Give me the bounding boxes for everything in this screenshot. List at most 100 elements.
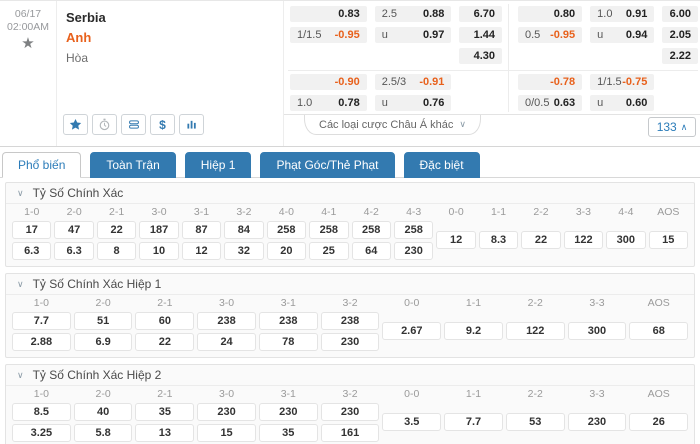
- section-header[interactable]: ∨ Tỷ Số Chính Xác Hiệp 2: [6, 365, 694, 386]
- odds-cell[interactable]: 0.5 -0.95: [518, 27, 583, 43]
- score-odds-cell[interactable]: 20: [266, 242, 307, 260]
- score-odds-cell[interactable]: 258: [393, 221, 434, 239]
- odds-cell[interactable]: 1.0 0.78: [290, 95, 367, 111]
- score-odds-cell[interactable]: 258: [309, 221, 349, 239]
- score-odds-cell[interactable]: 2.67: [382, 322, 442, 340]
- section-header[interactable]: ∨ Tỷ Số Chính Xác Hiệp 1: [6, 274, 694, 295]
- score-odds-cell[interactable]: 161: [320, 424, 380, 442]
- stats-button[interactable]: [179, 114, 204, 135]
- score-odds-cell[interactable]: 230: [567, 413, 627, 431]
- score-odds-cell[interactable]: 13: [135, 424, 195, 442]
- other-asian-bets-dropdown[interactable]: Các loại cược Châu Á khác ∨: [304, 115, 482, 135]
- score-odds-cell[interactable]: 230: [197, 403, 256, 421]
- odds-cell[interactable]: 1/1.5 -0.95: [290, 27, 367, 43]
- score-odds-cell[interactable]: 2.88: [12, 333, 71, 351]
- score-odds-cell[interactable]: 68: [629, 322, 689, 340]
- score-odds-cell[interactable]: 6.9: [73, 333, 133, 351]
- score-odds-cell[interactable]: 22: [521, 231, 561, 249]
- money-button[interactable]: $: [150, 114, 175, 135]
- odds-cell[interactable]: -0.78: [518, 74, 583, 90]
- score-odds-cell[interactable]: 25: [309, 242, 349, 260]
- score-odds-cell[interactable]: 10: [139, 242, 179, 260]
- score-odds-cell[interactable]: 6.3: [54, 242, 94, 260]
- score-odds-cell[interactable]: 122: [505, 322, 565, 340]
- score-odds-cell[interactable]: 84: [224, 221, 264, 239]
- score-odds-cell[interactable]: 230: [258, 403, 318, 421]
- home-team-name[interactable]: Serbia: [66, 10, 106, 25]
- score-odds-cell[interactable]: 9.2: [444, 322, 503, 340]
- odds-cell[interactable]: u 0.97: [374, 27, 452, 43]
- score-odds-cell[interactable]: 187: [139, 221, 179, 239]
- score-odds-cell[interactable]: 5.8: [73, 424, 133, 442]
- score-odds-cell[interactable]: 7.7: [12, 312, 71, 330]
- tab-hiep-1[interactable]: Hiệp 1: [184, 152, 252, 178]
- score-odds-cell[interactable]: 230: [320, 403, 380, 421]
- odds-cell[interactable]: 2.22: [662, 48, 698, 64]
- favorite-button[interactable]: [63, 114, 88, 135]
- score-odds-cell[interactable]: 53: [505, 413, 565, 431]
- score-odds-cell[interactable]: 32: [224, 242, 264, 260]
- score-odds-cell[interactable]: 3.5: [382, 413, 442, 431]
- odds-cell[interactable]: 2.5/3 -0.91: [374, 74, 452, 90]
- odds-cell[interactable]: 6.00: [662, 6, 698, 22]
- favorite-star-icon[interactable]: ★: [21, 35, 35, 52]
- score-odds-cell[interactable]: 24: [197, 333, 256, 351]
- score-odds-cell[interactable]: 258: [351, 221, 391, 239]
- odds-cell[interactable]: 0/0.5 0.63: [518, 95, 583, 111]
- timer-button[interactable]: [92, 114, 117, 135]
- score-odds-cell[interactable]: 35: [135, 403, 195, 421]
- odds-cell[interactable]: 1/1.5 -0.75: [590, 74, 655, 90]
- score-odds-cell[interactable]: 258: [266, 221, 307, 239]
- odds-cell[interactable]: 6.70: [459, 6, 503, 22]
- score-odds-cell[interactable]: 60: [135, 312, 195, 330]
- odds-cell[interactable]: 4.30: [459, 48, 503, 64]
- more-bets-toggle[interactable]: 133 ∧: [648, 117, 696, 137]
- score-odds-cell[interactable]: 15: [197, 424, 256, 442]
- score-odds-cell[interactable]: 238: [320, 312, 380, 330]
- odds-cell[interactable]: 2.05: [662, 27, 698, 43]
- score-odds-cell[interactable]: 300: [567, 322, 627, 340]
- score-odds-cell[interactable]: 7.7: [444, 413, 503, 431]
- score-odds-cell[interactable]: 35: [258, 424, 318, 442]
- odds-cell[interactable]: -0.90: [290, 74, 367, 90]
- tab-toan-tran[interactable]: Toàn Trận: [90, 152, 176, 178]
- score-odds-cell[interactable]: 26: [629, 413, 689, 431]
- score-odds-cell[interactable]: 238: [197, 312, 256, 330]
- score-odds-cell[interactable]: 122: [563, 231, 604, 249]
- score-odds-cell[interactable]: 230: [320, 333, 380, 351]
- score-odds-cell[interactable]: 78: [258, 333, 318, 351]
- section-header[interactable]: ∨ Tỷ Số Chính Xác: [6, 183, 694, 204]
- score-odds-cell[interactable]: 12: [436, 231, 476, 249]
- score-odds-cell[interactable]: 8: [96, 242, 137, 260]
- odds-cell[interactable]: 1.44: [459, 27, 503, 43]
- score-odds-cell[interactable]: 87: [181, 221, 222, 239]
- score-odds-cell[interactable]: 300: [606, 231, 646, 249]
- score-odds-cell[interactable]: 51: [73, 312, 133, 330]
- odds-cell[interactable]: 0.80: [518, 6, 583, 22]
- score-odds-cell[interactable]: 6.3: [12, 242, 52, 260]
- tab-phat-goc-the-phat[interactable]: Phạt Góc/Thẻ Phạt: [260, 152, 395, 178]
- score-odds-cell[interactable]: 17: [12, 221, 52, 239]
- away-team-name[interactable]: Anh: [66, 30, 92, 45]
- score-odds-cell[interactable]: 22: [96, 221, 137, 239]
- tab-pho-bien[interactable]: Phổ biến: [2, 152, 82, 178]
- score-odds-cell[interactable]: 8.3: [478, 231, 519, 249]
- odds-cell[interactable]: 0.83: [290, 6, 367, 22]
- odds-cell[interactable]: 2.5 0.88: [374, 6, 452, 22]
- score-odds-cell[interactable]: 40: [73, 403, 133, 421]
- odds-cell[interactable]: u 0.94: [590, 27, 655, 43]
- score-odds-cell[interactable]: 64: [351, 242, 391, 260]
- score-odds-cell[interactable]: 15: [648, 231, 688, 249]
- score-odds-cell[interactable]: 238: [258, 312, 318, 330]
- odds-cell[interactable]: 1.0 0.91: [590, 6, 655, 22]
- score-odds-cell[interactable]: 3.25: [12, 424, 71, 442]
- tab-dac-biet[interactable]: Đặc biệt: [403, 152, 480, 178]
- betslip-button[interactable]: [121, 114, 146, 135]
- score-odds-cell[interactable]: 8.5: [12, 403, 71, 421]
- score-odds-cell[interactable]: 230: [393, 242, 434, 260]
- score-odds-cell[interactable]: 12: [181, 242, 222, 260]
- odds-cell[interactable]: u 0.76: [374, 95, 452, 111]
- score-odds-cell[interactable]: 47: [54, 221, 94, 239]
- odds-cell[interactable]: u 0.60: [590, 95, 655, 111]
- score-odds-cell[interactable]: 22: [135, 333, 195, 351]
